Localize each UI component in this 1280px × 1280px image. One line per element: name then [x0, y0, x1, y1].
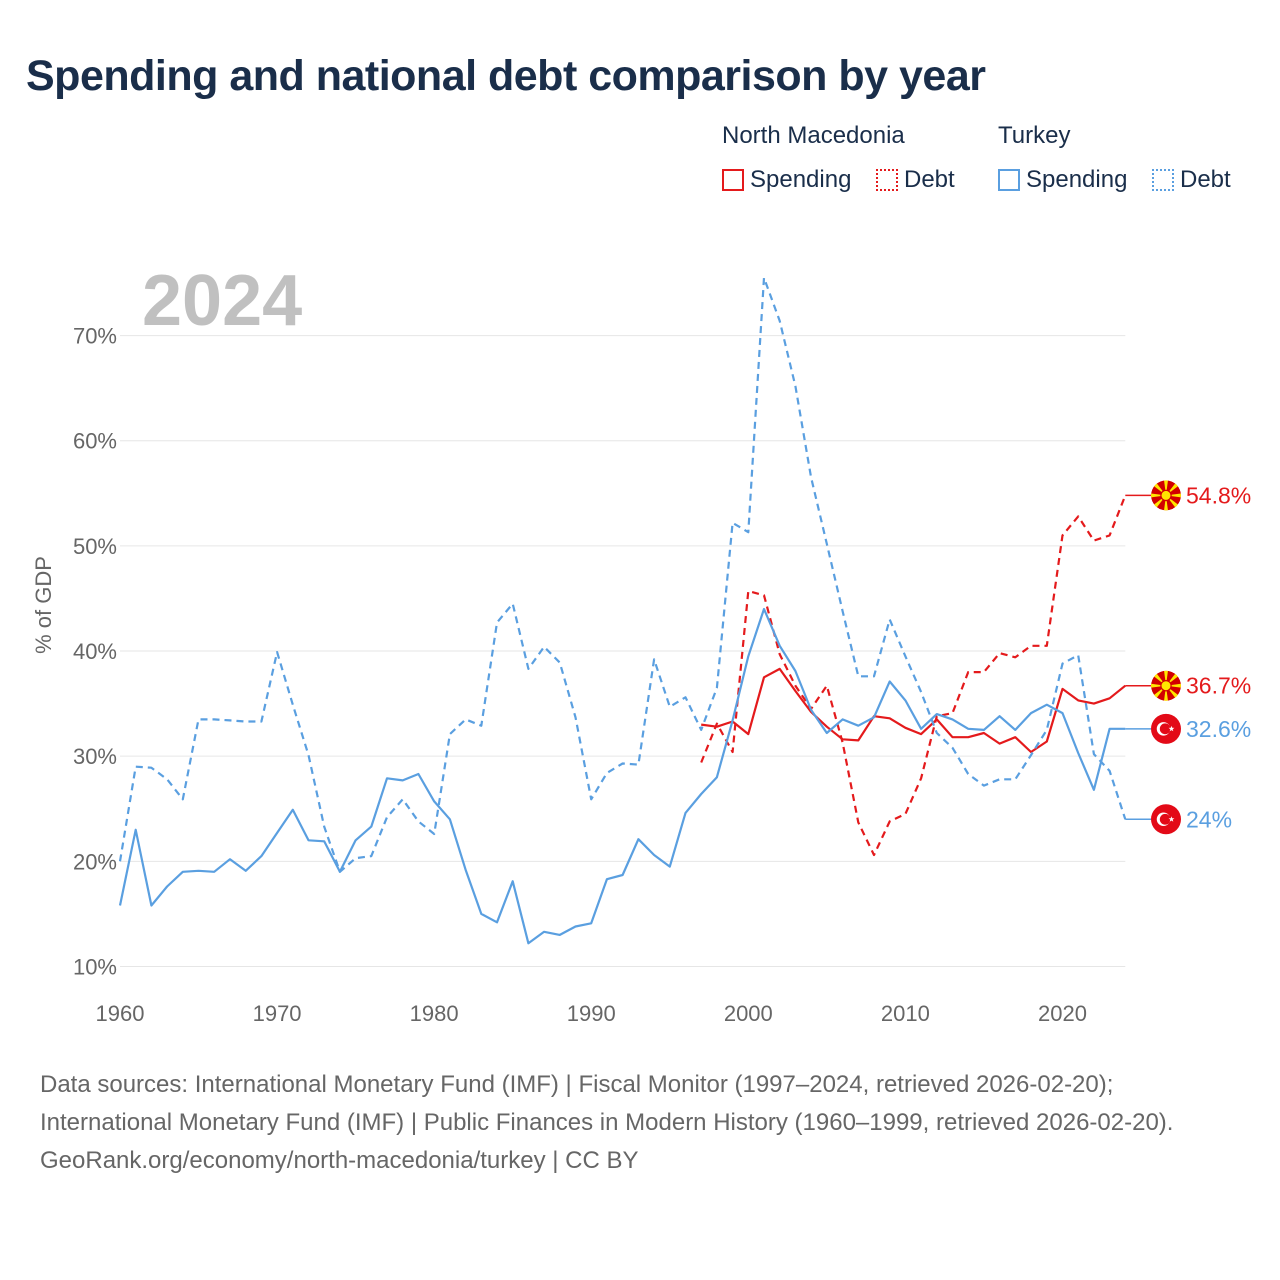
y-tick-label: 60% [73, 429, 117, 454]
legend-label: Spending [1026, 166, 1128, 193]
end-value-label: 32.6% [1186, 716, 1251, 742]
turkey-flag-icon [1151, 713, 1181, 744]
series-line-north-macedonia-spending [701, 667, 1126, 754]
legend-item-north-macedonia-debt[interactable]: Debt [876, 166, 955, 194]
legend-item-north-macedonia-spending[interactable]: Spending [722, 166, 851, 194]
legend-swatch-solid [998, 169, 1020, 191]
chart-title: Spending and national debt comparison by… [26, 52, 986, 100]
year-watermark: 2024 [142, 261, 302, 341]
x-tick-label: 2010 [881, 1001, 930, 1026]
legend-label: Spending [750, 166, 852, 193]
x-tick-label: 2020 [1038, 1001, 1087, 1026]
y-axis-label: % of GDP [31, 556, 56, 654]
y-tick-label: 40% [73, 639, 117, 664]
y-tick-label: 30% [73, 744, 117, 769]
y-tick-label: 70% [73, 324, 117, 349]
x-tick-label: 1990 [567, 1001, 616, 1026]
legend-label: Debt [904, 166, 955, 193]
series-line-turkey-spending [118, 607, 1126, 945]
credit-link[interactable]: GeoRank.org/economy/north-macedonia/turk… [40, 1147, 639, 1174]
end-value-label: 24% [1186, 806, 1232, 832]
x-tick-label: 1970 [253, 1001, 302, 1026]
line-chart: 10% 20% 30% 40% 50% 60% 70% 1960 1970 1980 1990 200… [31, 261, 1251, 1026]
y-tick-label: 10% [73, 954, 117, 979]
legend-country-north-macedonia: North Macedonia [722, 122, 905, 149]
data-sources: Data sources: International Monetary Fun… [40, 1071, 1174, 1136]
end-value-label: 36.7% [1186, 673, 1251, 699]
turkey-flag-icon [1151, 804, 1181, 835]
x-tick-label: 1980 [410, 1001, 459, 1026]
legend-swatch-solid [722, 169, 744, 191]
legend-swatch-dotted [876, 169, 898, 191]
legend-item-turkey-spending[interactable]: Spending [998, 166, 1127, 194]
footer: Data sources: International Monetary Fun… [40, 1066, 1240, 1180]
legend-country-turkey: Turkey [998, 122, 1071, 149]
legend-swatch-dotted [1152, 169, 1174, 191]
y-tick-label: 50% [73, 534, 117, 559]
legend-item-turkey-debt[interactable]: Debt [1152, 166, 1231, 194]
x-tick-label: 1960 [96, 1001, 145, 1026]
legend-label: Debt [1180, 166, 1231, 193]
end-value-label: 54.8% [1186, 482, 1251, 508]
y-tick-label: 20% [73, 849, 117, 874]
series-line-turkey-debt [118, 276, 1127, 873]
x-tick-label: 2000 [724, 1001, 773, 1026]
